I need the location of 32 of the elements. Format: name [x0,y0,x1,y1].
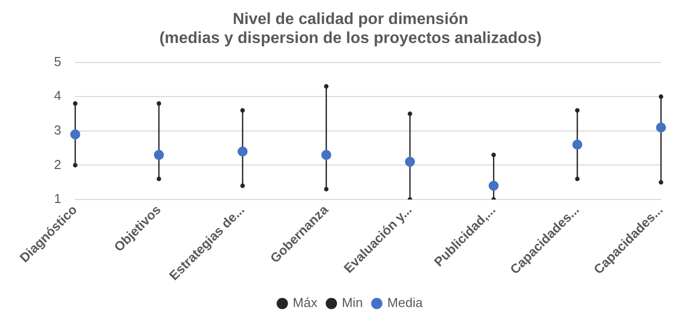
text: (medias y dispersion de los proyectos analizados) [159,30,542,48]
y-tick-label: 1 [54,191,62,206]
point [656,122,666,133]
legend-label: Media [387,295,424,310]
y-tick-label: 2 [54,156,62,172]
point [72,101,78,106]
point [575,108,580,113]
point [488,180,499,191]
y-tick-label: 4 [54,88,62,104]
point [404,156,415,167]
point [238,146,248,156]
point [321,150,332,160]
point [156,101,162,106]
point [72,162,78,168]
y-tick-label: 3 [54,122,62,138]
point [240,108,245,113]
point [408,112,412,116]
point [658,180,664,185]
point [658,94,664,99]
point [491,152,496,158]
point [324,186,329,192]
point [156,176,162,182]
y-tick-label: 5 [54,54,62,69]
point [575,176,580,182]
point [572,140,582,150]
text: Nivel de calidad por dimensión [232,11,468,28]
point [240,184,245,188]
legend-label: Máx [292,295,318,310]
point [324,84,329,89]
point [154,150,164,160]
legend-label: Min [342,295,363,310]
point [70,129,80,140]
